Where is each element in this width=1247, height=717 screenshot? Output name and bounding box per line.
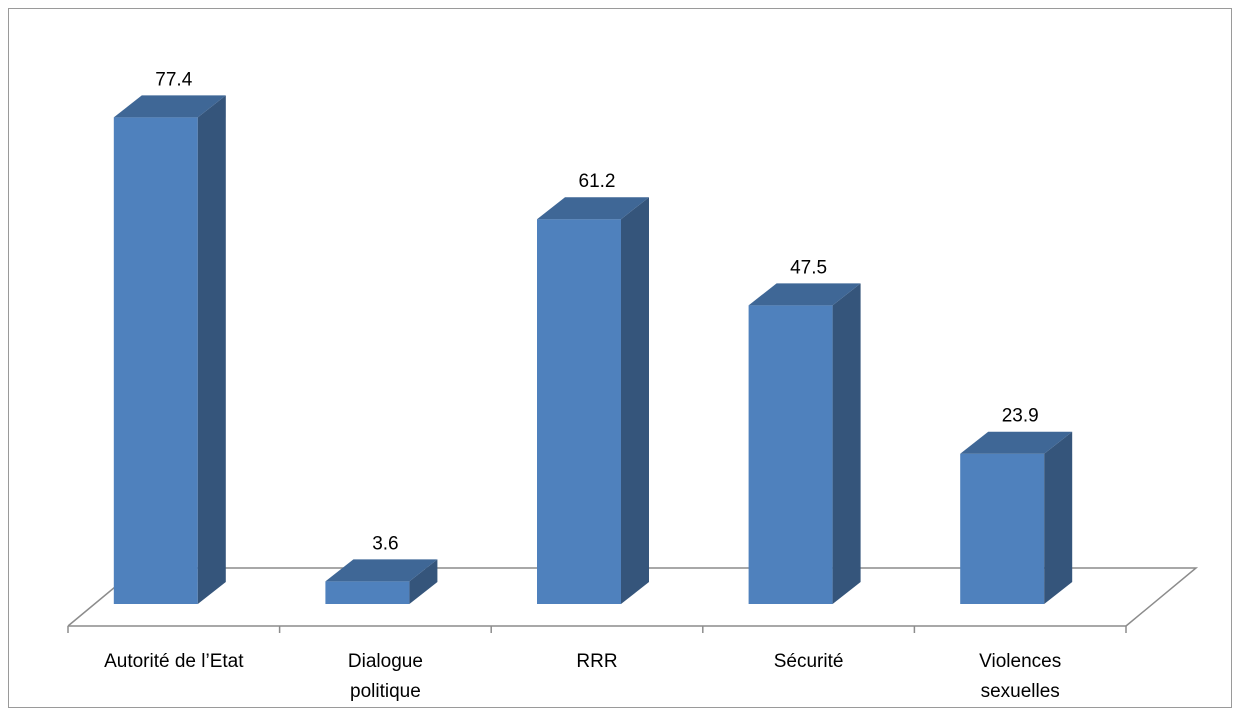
bar-front-face	[960, 453, 1045, 604]
category-label: Autorité de l’Etat	[104, 651, 244, 672]
bar	[113, 95, 226, 604]
data-label: 61.2	[579, 171, 616, 192]
data-label: 47.5	[790, 257, 827, 278]
category-labels: Autorité de l’Etat Dialogue politique RRR Sé…	[104, 651, 1061, 702]
category-label-line: politique	[350, 681, 421, 702]
bar-side-face	[832, 283, 861, 604]
bar-top-face	[113, 95, 226, 118]
data-label: 23.9	[1002, 406, 1039, 427]
category-label: Violences sexuelles	[979, 651, 1061, 702]
data-labels: 77.4 3.6 61.2 47.5 23.9	[155, 69, 1038, 554]
bar-top-face	[960, 431, 1073, 454]
bar-front-face	[113, 117, 198, 604]
bar-front-face	[325, 581, 410, 604]
bar-side-face	[621, 197, 649, 604]
bar-side-face	[197, 95, 226, 604]
bar	[960, 431, 1073, 604]
category-label: Dialogue politique	[348, 651, 423, 702]
category-label-line: Sécurité	[774, 651, 844, 672]
category-label-line: RRR	[576, 651, 617, 672]
bar-side-face	[409, 559, 438, 604]
floor-outline	[67, 567, 1199, 627]
category-label-line: Violences	[979, 651, 1061, 672]
bar-front-face	[537, 219, 621, 604]
bar-top-face	[325, 559, 438, 582]
category-label: Sécurité	[774, 651, 844, 672]
bar	[748, 283, 861, 604]
category-label-line: sexuelles	[981, 681, 1060, 702]
chart-floor	[67, 567, 1199, 633]
bar-top-face	[748, 283, 861, 306]
category-label-line: Dialogue	[348, 651, 423, 672]
bar-front-face	[748, 305, 833, 604]
data-label: 3.6	[372, 533, 398, 554]
category-label-line: Autorité de l’Etat	[104, 651, 244, 672]
bar	[325, 559, 438, 604]
bar-side-face	[1044, 431, 1073, 604]
bar	[537, 197, 649, 604]
data-label: 77.4	[155, 69, 192, 90]
category-label: RRR	[576, 651, 617, 672]
bar-series	[113, 95, 1073, 604]
bar-top-face	[537, 197, 649, 220]
